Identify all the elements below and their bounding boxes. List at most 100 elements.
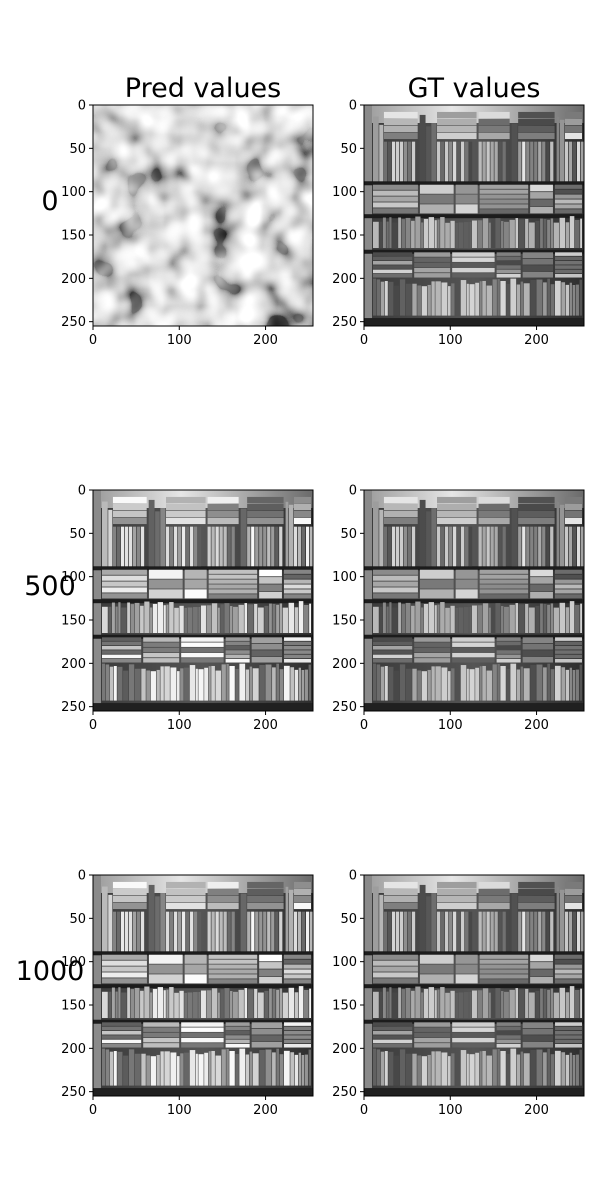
- image-book: [428, 217, 435, 248]
- image-book: [518, 989, 525, 1018]
- image-book: [504, 221, 509, 248]
- y-tick-label: 100: [332, 955, 357, 970]
- image-book: [184, 992, 187, 1018]
- image-book: [464, 992, 469, 1018]
- image-book: [102, 991, 108, 1018]
- image-book: [293, 526, 298, 567]
- image-book: [386, 221, 389, 248]
- image-shelf-board: [364, 984, 584, 989]
- image-book: [525, 218, 529, 248]
- image-book: [568, 141, 573, 182]
- image-shelf-board: [93, 599, 313, 604]
- image-book: [279, 669, 284, 701]
- y-tick-label: 200: [332, 272, 357, 287]
- image-book: [200, 605, 206, 633]
- image-book: [227, 911, 231, 952]
- image-book: [118, 602, 121, 633]
- image-book: [452, 652, 495, 658]
- image-book: [399, 279, 406, 316]
- image-book: [530, 962, 553, 969]
- image-book: [301, 1054, 305, 1086]
- y-tick-label: 50: [340, 527, 357, 542]
- image-book: [482, 141, 486, 182]
- image-book: [384, 281, 388, 316]
- image-book: [440, 987, 445, 1018]
- image-book: [417, 670, 422, 701]
- image-book: [419, 589, 454, 599]
- image-book: [486, 911, 490, 952]
- image-book: [215, 670, 221, 701]
- image-book: [579, 279, 582, 316]
- image-book: [247, 888, 284, 896]
- image-book: [283, 969, 311, 974]
- image-book: [530, 526, 534, 567]
- image-book: [143, 647, 180, 653]
- image-book: [247, 895, 284, 903]
- image-book: [407, 526, 412, 567]
- image-book: [204, 1052, 209, 1086]
- image-book: [585, 142, 588, 182]
- image-book: [272, 988, 276, 1018]
- image-book: [528, 992, 535, 1018]
- image-book: [555, 650, 582, 654]
- image-book: [569, 282, 572, 316]
- image-book: [574, 989, 580, 1018]
- image-book: [294, 669, 299, 701]
- image-book: [176, 1056, 180, 1086]
- image-book: [373, 954, 418, 960]
- image-book: [184, 607, 187, 633]
- image-shelf-board: [93, 984, 313, 989]
- y-tick-label: 250: [332, 315, 357, 330]
- image-book: [148, 579, 183, 589]
- image-book: [440, 602, 445, 633]
- image-book: [115, 606, 118, 633]
- image-book: [401, 989, 406, 1018]
- image-book: [564, 895, 582, 903]
- image-book: [522, 258, 554, 265]
- image-book: [580, 526, 584, 567]
- image-book: [308, 1049, 311, 1086]
- image-book: [455, 204, 478, 214]
- image-book: [373, 202, 418, 208]
- image-book: [391, 141, 396, 182]
- image-book: [235, 1053, 239, 1086]
- image-book: [285, 886, 289, 952]
- image-book: [501, 606, 504, 633]
- image-book: [534, 526, 538, 567]
- image-book: [457, 911, 461, 952]
- image-book: [391, 526, 396, 567]
- image-book: [506, 1053, 510, 1086]
- image-book: [431, 508, 437, 567]
- image-book: [189, 1050, 196, 1086]
- image-book: [102, 637, 142, 641]
- image-book: [383, 141, 388, 182]
- image-book: [387, 911, 392, 952]
- image-book: [298, 1052, 301, 1086]
- image-book: [301, 911, 306, 952]
- image-book: [207, 881, 239, 889]
- image-book: [113, 666, 117, 701]
- image-book: [526, 526, 530, 567]
- image-book: [190, 911, 194, 952]
- image-book: [479, 204, 529, 209]
- y-tick-label: 100: [332, 185, 357, 200]
- image-book: [575, 1054, 579, 1086]
- image-book: [478, 125, 510, 133]
- image-book: [522, 526, 526, 567]
- image-book: [143, 642, 180, 647]
- image-book: [547, 989, 551, 1018]
- image-book: [543, 667, 547, 701]
- image-panel: 0 100 200 0 50 100 150 200 250: [61, 869, 314, 1118]
- image-book: [478, 496, 510, 504]
- image-book: [383, 881, 418, 889]
- image-book: [414, 642, 451, 647]
- image-book: [555, 659, 582, 663]
- image-book: [259, 911, 263, 952]
- image-book: [497, 278, 500, 316]
- image-book: [195, 1053, 198, 1086]
- image-book: [564, 517, 582, 525]
- image-book: [259, 584, 282, 592]
- image-book: [469, 911, 473, 952]
- image-book: [491, 604, 495, 633]
